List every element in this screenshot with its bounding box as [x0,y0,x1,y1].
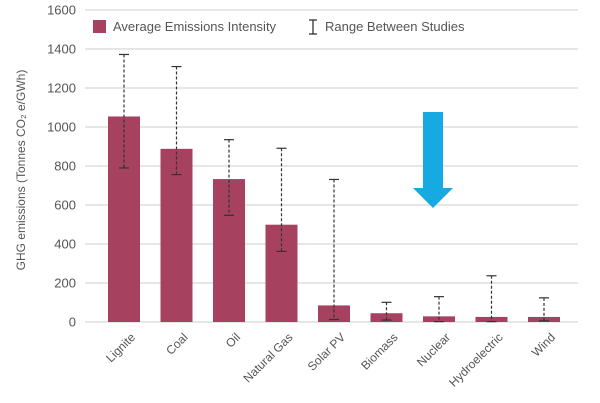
bar-oil [213,179,245,322]
legend-label-average: Average Emissions Intensity [113,19,277,34]
errorbar-coal [171,65,182,176]
legend-swatch-average [93,20,106,33]
x-tick-label: Solar PV [305,330,348,373]
errorbar-wind [539,297,549,322]
errorbar-lignite [119,53,129,169]
x-tick-label: Natural Gas [240,330,295,385]
x-tick-label: Nuclear [414,330,453,369]
y-tick-label: 0 [69,315,76,330]
x-tick-label: Oil [223,330,243,350]
bar-solar-pv [318,305,350,322]
legend-errorbar-icon [309,19,317,35]
y-tick-label: 1200 [47,81,76,96]
y-tick-label: 600 [54,198,76,213]
downward-arrow-icon [413,112,453,208]
x-tick-label: Lignite [103,330,138,365]
y-tick-label: 1000 [47,120,76,135]
y-tick-label: 800 [54,159,76,174]
gridlines [85,9,578,323]
y-axis-label: GHG emissions (Tonnes CO₂ e/GWh) [14,70,28,271]
errorbar-oil [224,139,234,216]
x-tick-label: Coal [163,330,190,357]
x-tick-label: Biomass [358,330,400,372]
bar-hydroelectric [475,316,508,322]
errorbar-natural-gas [276,147,287,253]
y-tick-label: 400 [54,237,76,252]
errorbar-biomass [381,301,392,321]
y-axis-ticks: 0 200 400 600 800 1000 1200 1400 1600 [47,3,76,330]
errorbar-solar-pv [329,178,339,321]
y-tick-label: 1600 [47,3,76,18]
errorbar-hydroelectric [486,275,497,323]
error-bars [119,53,549,323]
y-tick-label: 200 [54,276,76,291]
legend: Average Emissions Intensity Range Betwee… [93,19,465,35]
legend-label-range: Range Between Studies [325,19,465,34]
bar-coal [160,148,193,322]
errorbar-nuclear [434,296,444,323]
x-tick-label: Hydroelectric [446,330,505,389]
x-tick-label: Wind [529,330,558,359]
y-tick-label: 1400 [47,42,76,57]
